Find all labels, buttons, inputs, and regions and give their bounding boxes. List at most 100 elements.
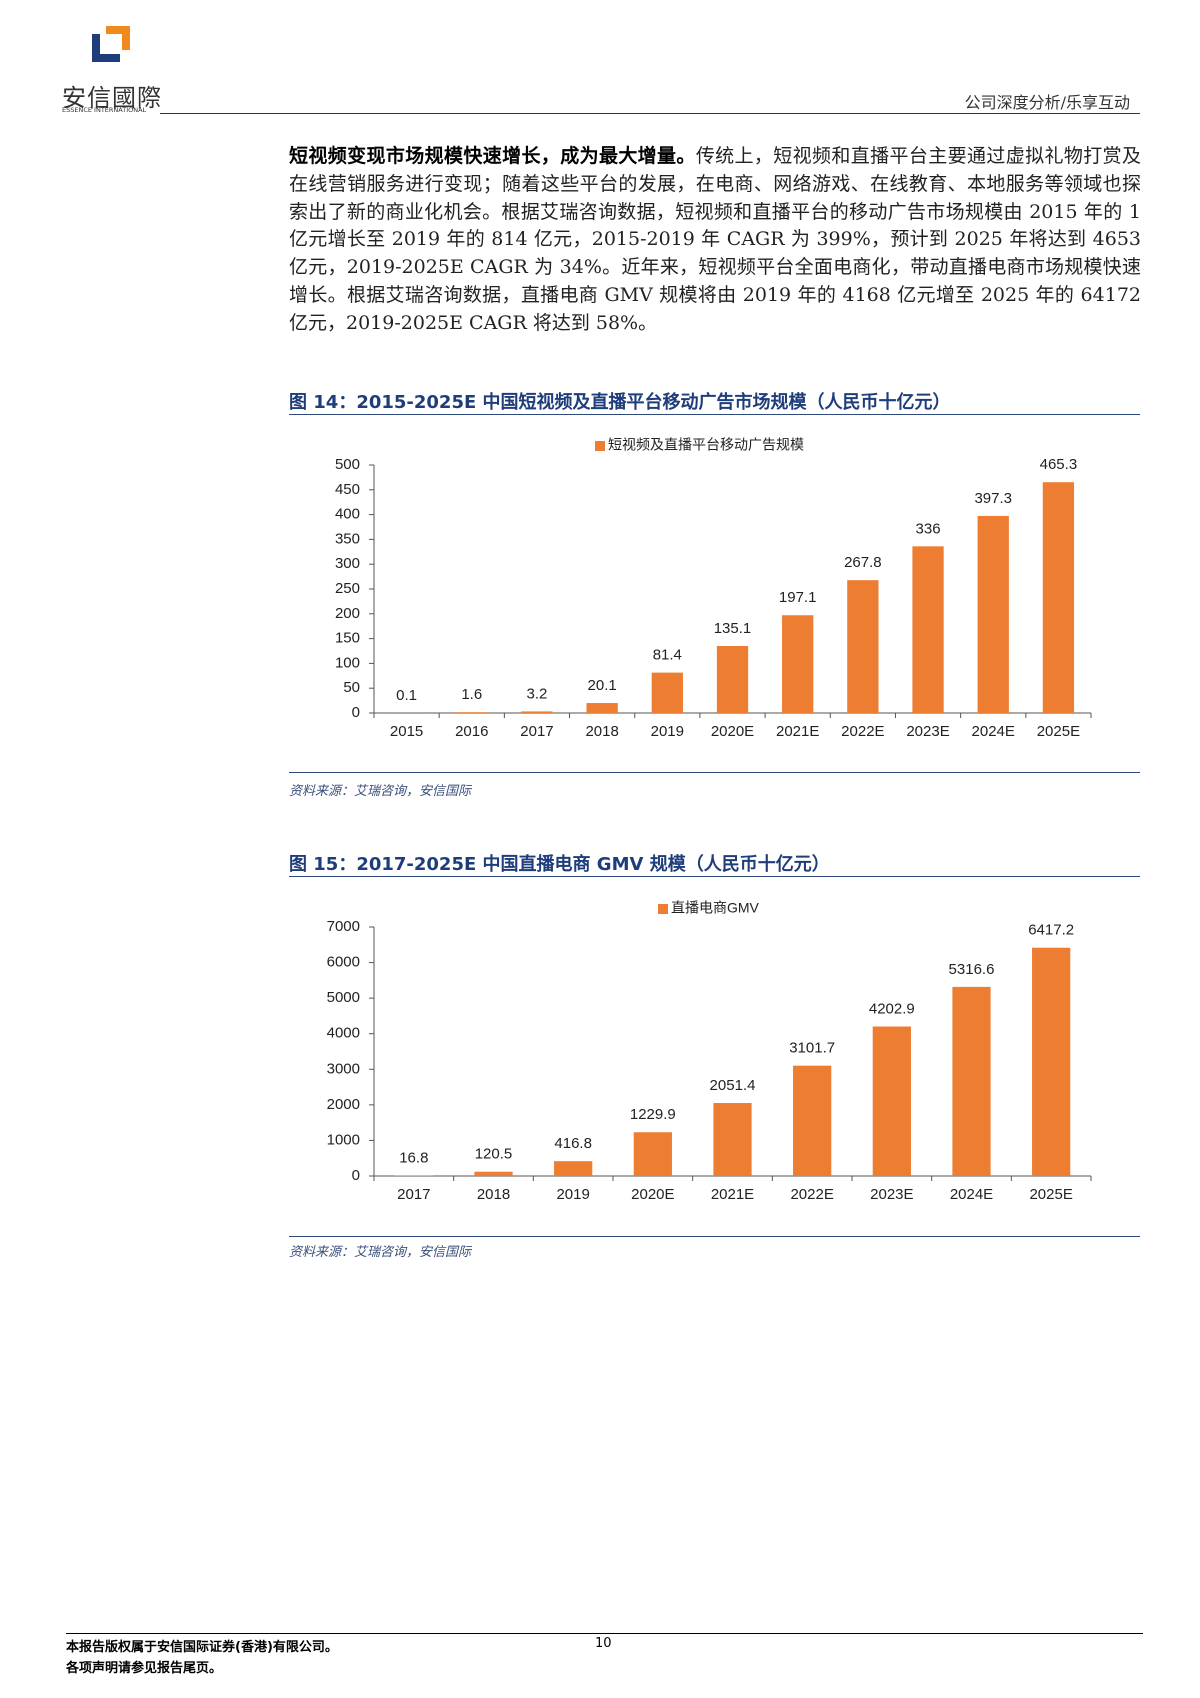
x-tick-label: 2020E <box>711 723 754 740</box>
data-label: 4202.9 <box>869 1000 915 1017</box>
y-tick-label: 400 <box>335 506 360 523</box>
data-label: 197.1 <box>779 589 817 606</box>
y-tick-label: 50 <box>343 679 360 696</box>
lead: 短视频变现市场规模快速增长，成为最大增量。 <box>289 145 696 167</box>
data-label: 6417.2 <box>1028 922 1074 939</box>
bar <box>521 711 553 713</box>
x-tick-label: 2018 <box>477 1186 510 1203</box>
x-tick-label: 2024E <box>950 1186 993 1203</box>
footer-copyright: 本报告版权属于安信国际证券(香港)有限公司。 <box>66 1640 338 1655</box>
data-label: 135.1 <box>714 620 752 637</box>
logo-subtext: ESSENCE INTERNATIONAL <box>62 106 147 114</box>
legend-label: 直播电商GMV <box>671 900 760 916</box>
figure-title: 图 15：2017-2025E 中国直播电商 GMV 规模（人民币十亿元） <box>289 854 830 875</box>
bar <box>554 1161 593 1176</box>
bar <box>952 986 991 1176</box>
y-tick-label: 2000 <box>327 1096 360 1113</box>
y-tick-label: 5000 <box>327 989 360 1006</box>
bar <box>782 615 814 713</box>
x-tick-label: 2017 <box>397 1186 430 1203</box>
x-tick-label: 2016 <box>455 723 488 740</box>
data-label: 3.2 <box>527 685 548 702</box>
bar <box>474 1171 513 1176</box>
header-rule <box>160 113 1140 114</box>
figure-rule <box>289 772 1140 773</box>
y-tick-label: 250 <box>335 580 360 597</box>
x-tick-label: 2025E <box>1029 1186 1072 1203</box>
bar <box>1042 482 1075 713</box>
body-text: 传统上，短视频和直播平台主要通过虚拟礼物打赏及在线营销服务进行变现；随着这些平台… <box>289 145 1141 334</box>
bar <box>716 645 749 713</box>
y-tick-label: 150 <box>335 630 360 647</box>
y-tick-label: 3000 <box>327 1060 360 1077</box>
logo-shape <box>106 26 130 50</box>
footer-notice: 各项声明请参见报告尾页。 <box>66 1661 223 1676</box>
paragraph: 短视频变现市场规模快速增长，成为最大增量。传统上，短视频和直播平台主要通过虚拟礼… <box>289 143 1141 338</box>
x-tick-label: 2022E <box>790 1186 833 1203</box>
x-tick-label: 2021E <box>711 1186 754 1203</box>
x-tick-label: 2024E <box>972 723 1015 740</box>
x-tick-label: 2019 <box>651 723 684 740</box>
x-tick-label: 2020E <box>631 1186 674 1203</box>
legend-label: 短视频及直播平台移动广告规模 <box>608 437 804 453</box>
bar <box>394 1175 433 1176</box>
bar <box>713 1103 752 1176</box>
bar <box>793 1065 832 1176</box>
y-tick-label: 200 <box>335 605 360 622</box>
data-label: 1.6 <box>461 686 482 703</box>
y-tick-label: 300 <box>335 555 360 572</box>
data-label: 2051.4 <box>710 1077 756 1094</box>
x-tick-label: 2021E <box>776 723 819 740</box>
data-label: 397.3 <box>974 490 1012 507</box>
y-tick-label: 450 <box>335 481 360 498</box>
data-label: 0.1 <box>396 687 417 704</box>
data-label: 336 <box>916 520 941 537</box>
source: 资料来源：艾瑞咨询，安信国际 <box>289 1245 472 1260</box>
data-label: 267.8 <box>844 554 882 571</box>
x-tick-label: 2019 <box>556 1186 589 1203</box>
y-tick-label: 500 <box>335 456 360 473</box>
bar <box>456 712 488 713</box>
legend-swatch <box>595 441 605 451</box>
x-tick-label: 2025E <box>1037 723 1080 740</box>
source: 资料来源：艾瑞咨询，安信国际 <box>289 784 472 799</box>
bar <box>872 1026 911 1176</box>
bar <box>651 672 683 713</box>
data-label: 416.8 <box>554 1135 592 1152</box>
page-number: 10 <box>595 1636 612 1651</box>
data-label: 81.4 <box>653 647 682 664</box>
logo-shape <box>92 34 120 62</box>
y-tick-label: 100 <box>335 654 360 671</box>
footer-rule <box>66 1633 1143 1634</box>
bar <box>847 580 879 713</box>
figure-rule <box>289 1236 1140 1237</box>
x-tick-label: 2017 <box>520 723 553 740</box>
figure-rule <box>289 876 1140 877</box>
y-tick-label: 0 <box>352 704 360 721</box>
data-label: 3101.7 <box>789 1040 835 1057</box>
bar <box>977 515 1009 713</box>
y-tick-label: 7000 <box>327 918 360 935</box>
y-tick-label: 6000 <box>327 954 360 971</box>
data-label: 5316.6 <box>949 961 995 978</box>
section-label: 公司深度分析/乐享互动 <box>964 93 1130 112</box>
data-label: 465.3 <box>1040 456 1078 473</box>
y-tick-label: 0 <box>352 1167 360 1184</box>
data-label: 120.5 <box>475 1146 513 1163</box>
figure-title: 图 14：2015-2025E 中国短视频及直播平台移动广告市场规模（人民币十亿… <box>289 392 951 413</box>
bar <box>912 546 944 713</box>
x-tick-label: 2023E <box>906 723 949 740</box>
data-label: 20.1 <box>588 677 617 694</box>
x-tick-label: 2022E <box>841 723 884 740</box>
legend-swatch <box>658 904 668 914</box>
bar <box>633 1132 672 1176</box>
x-tick-label: 2018 <box>585 723 618 740</box>
y-tick-label: 4000 <box>327 1025 360 1042</box>
x-tick-label: 2023E <box>870 1186 913 1203</box>
data-label: 1229.9 <box>630 1106 676 1123</box>
logo-mark <box>92 26 130 62</box>
y-tick-label: 350 <box>335 530 360 547</box>
logo-text: 安信國際 <box>62 84 162 112</box>
